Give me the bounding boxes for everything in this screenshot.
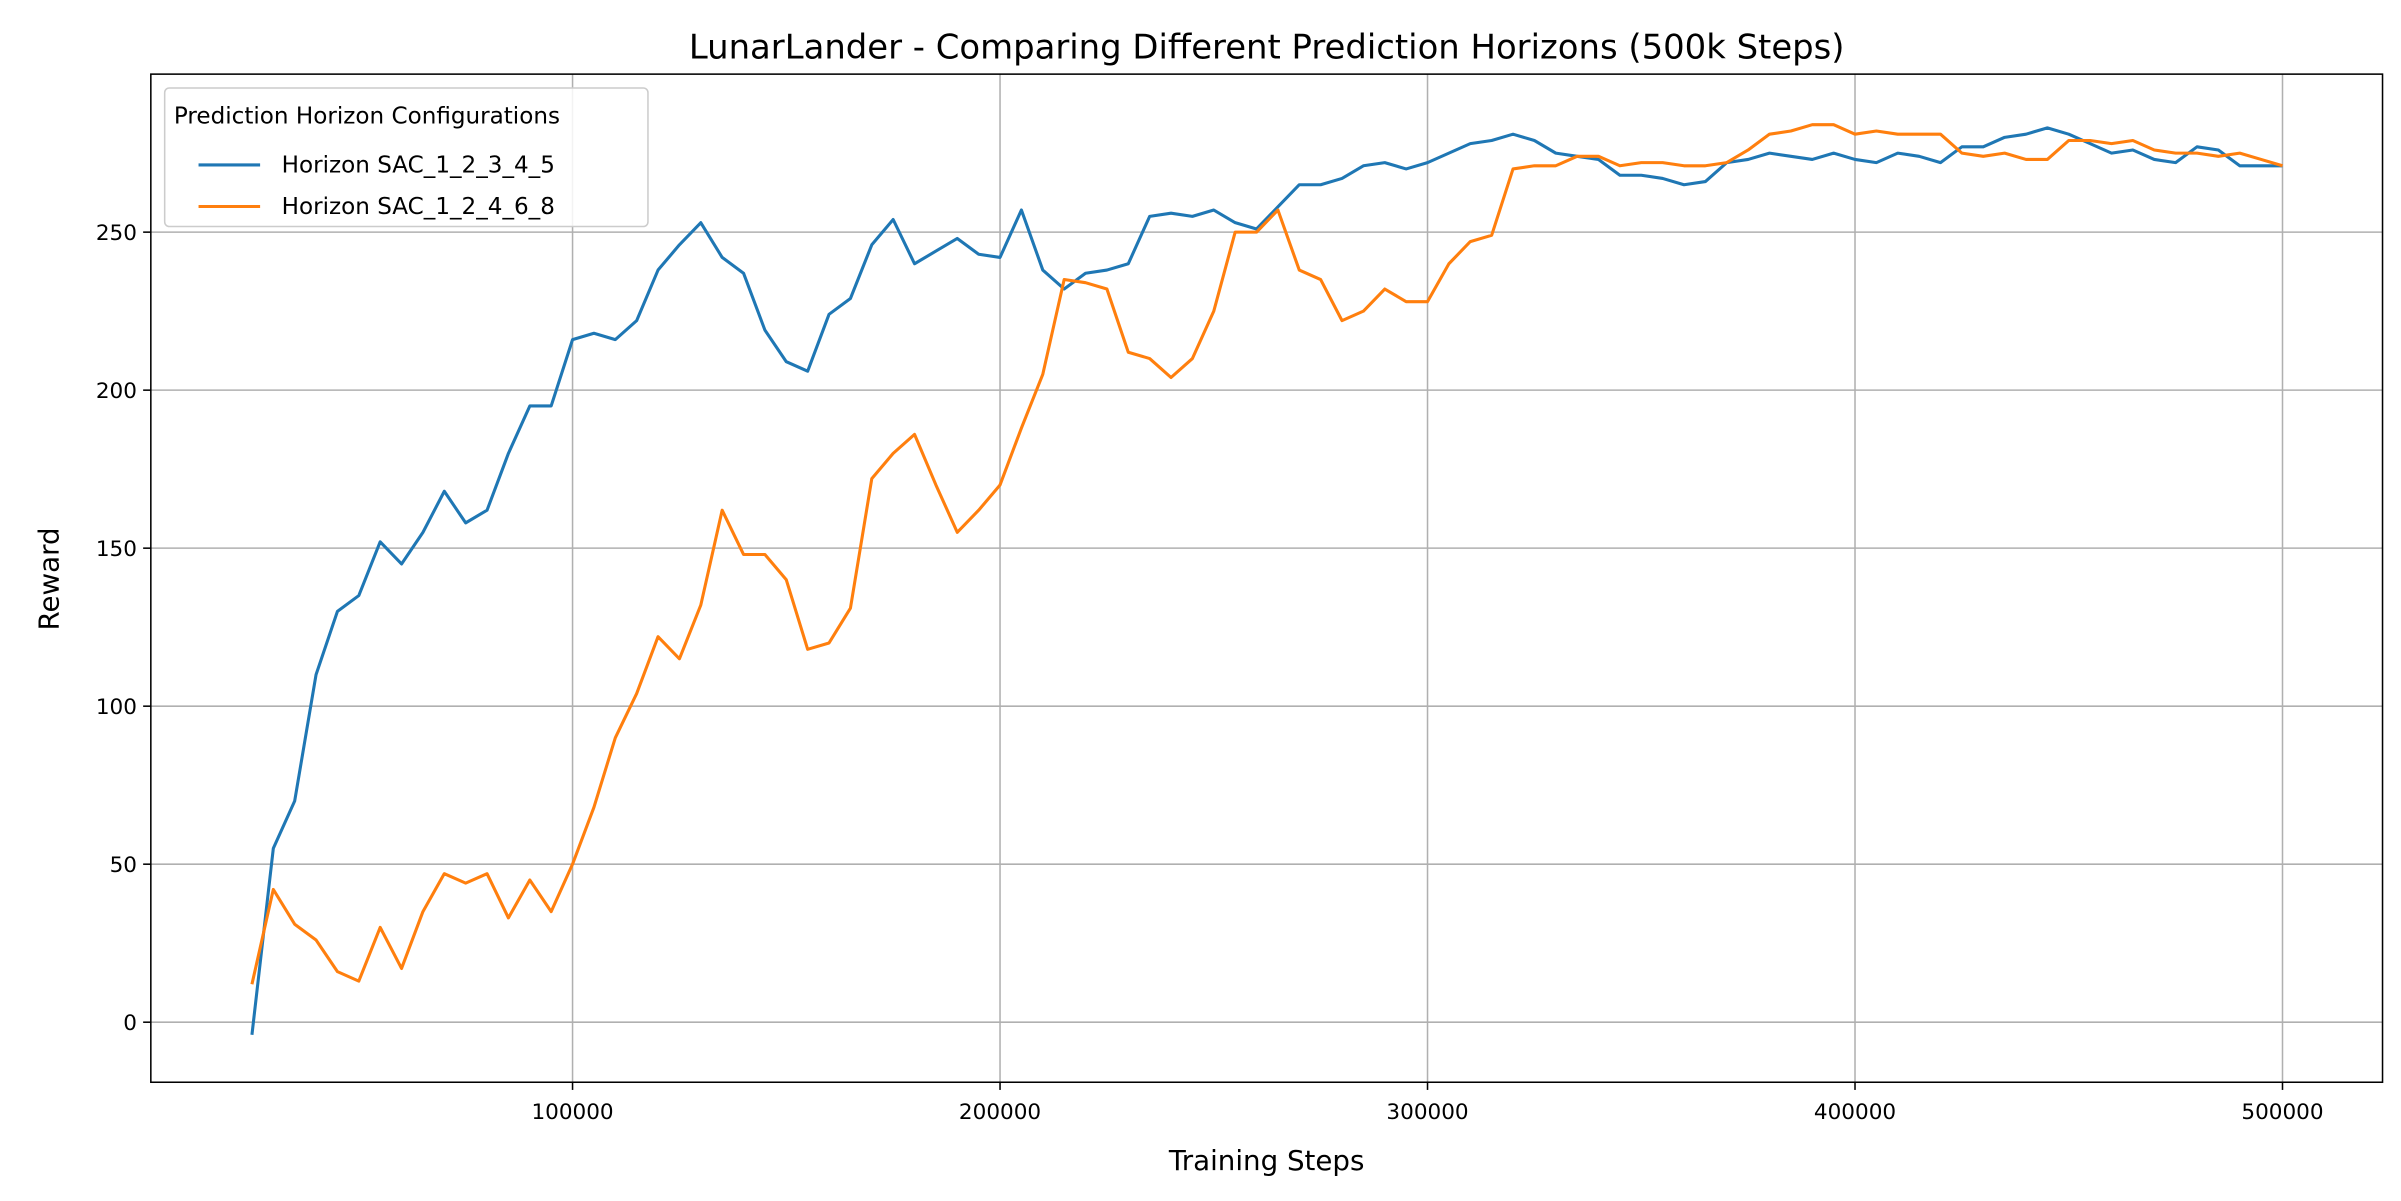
x-tick-label: 300000 bbox=[1386, 1100, 1468, 1125]
y-tick-label: 200 bbox=[96, 379, 137, 404]
x-tick-label: 100000 bbox=[531, 1100, 613, 1125]
legend-label: Horizon SAC_1_2_3_4_5 bbox=[282, 153, 555, 179]
x-axis-label: Training Steps bbox=[1168, 1144, 1365, 1177]
x-tick-label: 400000 bbox=[1814, 1100, 1896, 1125]
legend: Prediction Horizon Configurations Horizon… bbox=[163, 87, 649, 228]
y-tick-label: 100 bbox=[96, 695, 137, 720]
y-tick-label: 150 bbox=[96, 537, 137, 562]
series-line bbox=[250, 126, 2283, 1036]
plot-frame bbox=[150, 73, 2384, 1084]
y-tick-label: 250 bbox=[96, 221, 137, 246]
lines bbox=[250, 123, 2283, 1036]
legend-label: Horizon SAC_1_2_4_6_8 bbox=[282, 194, 555, 220]
chart-title: LunarLander - Comparing Different Predic… bbox=[689, 28, 1845, 67]
series-line bbox=[250, 123, 2283, 985]
y-tick-label: 50 bbox=[110, 853, 137, 878]
ticks: 100000 200000 300000 400000 500000 0 50 100 150 2… bbox=[96, 221, 2324, 1125]
x-tick-label: 200000 bbox=[959, 1100, 1041, 1125]
grid bbox=[150, 74, 2383, 1083]
x-tick-label: 500000 bbox=[2241, 1100, 2323, 1125]
legend-box bbox=[163, 87, 649, 228]
y-tick-label: 0 bbox=[123, 1011, 137, 1036]
legend-title: Prediction Horizon Configurations bbox=[174, 103, 560, 129]
y-axis-label: Reward bbox=[32, 527, 65, 630]
